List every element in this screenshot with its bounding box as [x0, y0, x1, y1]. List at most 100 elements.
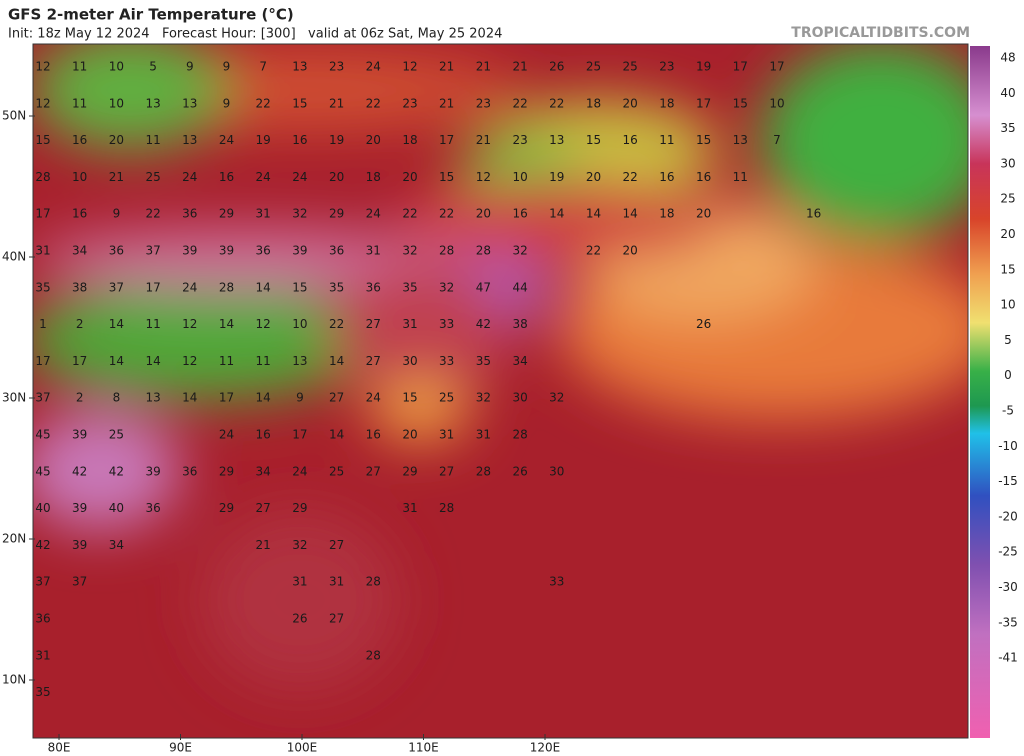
temperature-label: 13: [145, 96, 160, 110]
temperature-label: 15: [402, 391, 417, 405]
temperature-label: 20: [476, 207, 491, 221]
temperature-label: 12: [476, 170, 491, 184]
title: GFS 2-meter Air Temperature (°C): [8, 6, 294, 24]
temperature-label: 27: [366, 464, 381, 478]
temperature-label: 14: [109, 354, 124, 368]
colorbar-label: 15: [1000, 262, 1015, 276]
temperature-label: 10: [109, 60, 124, 74]
temperature-label: 20: [109, 133, 124, 147]
temperature-label: 21: [439, 60, 454, 74]
temperature-label: 9: [186, 60, 194, 74]
temperature-label: 10: [512, 170, 527, 184]
temperature-label: 37: [145, 244, 160, 258]
temperature-label: 36: [182, 207, 197, 221]
temperature-label: 40: [35, 501, 50, 515]
temperature-label: 27: [366, 354, 381, 368]
temperature-label: 30: [549, 464, 564, 478]
temperature-label: 17: [696, 96, 711, 110]
temperature-label: 32: [402, 244, 417, 258]
temperature-label: 30: [402, 354, 417, 368]
temperature-label: 39: [182, 244, 197, 258]
temperature-label: 14: [329, 428, 344, 442]
temperature-label: 20: [329, 170, 344, 184]
colorbar-label: 10: [1000, 298, 1015, 312]
lat-label: 50N: [2, 109, 26, 123]
temperature-label: 28: [512, 428, 527, 442]
temperature-label: 2: [76, 317, 84, 331]
temperature-label: 1: [39, 317, 47, 331]
temperature-label: 28: [219, 280, 234, 294]
temperature-label: 15: [733, 96, 748, 110]
temperature-label: 36: [366, 280, 381, 294]
temperature-label: 22: [402, 207, 417, 221]
colorbar-label: 40: [1000, 86, 1015, 100]
site-name: TROPICALTIDBITS.COM: [791, 25, 970, 41]
temperature-label: 39: [219, 244, 234, 258]
temperature-label: 27: [366, 317, 381, 331]
temperature-field: [33, 44, 968, 738]
temperature-label: 13: [182, 133, 197, 147]
temperature-label: 23: [512, 133, 527, 147]
temperature-label: 29: [219, 501, 234, 515]
temperature-label: 15: [292, 280, 307, 294]
temperature-label: 36: [182, 464, 197, 478]
temperature-label: 12: [35, 96, 50, 110]
run-info: Init: 18z May 12 2024 Forecast Hour: [30…: [8, 27, 502, 42]
temperature-label: 14: [586, 207, 601, 221]
temperature-label: 32: [476, 391, 491, 405]
colorbar-label: 0: [1004, 368, 1012, 382]
temperature-label: 31: [366, 244, 381, 258]
temperature-label: 34: [256, 464, 271, 478]
temperature-label: 11: [256, 354, 271, 368]
temperature-label: 29: [219, 207, 234, 221]
temperature-label: 11: [659, 133, 674, 147]
temperature-label: 20: [623, 244, 638, 258]
lat-label: 40N: [2, 250, 26, 264]
temperature-label: 18: [586, 96, 601, 110]
temperature-label: 22: [329, 317, 344, 331]
temperature-label: 21: [512, 60, 527, 74]
temperature-label: 17: [72, 354, 87, 368]
temperature-label: 23: [402, 96, 417, 110]
temperature-label: 13: [549, 133, 564, 147]
lon-label: 90E: [169, 741, 192, 755]
colorbar-label: -5: [1002, 404, 1014, 418]
temperature-label: 26: [292, 612, 307, 626]
temperature-label: 20: [696, 207, 711, 221]
temperature-label: 37: [35, 391, 50, 405]
temperature-label: 29: [219, 464, 234, 478]
temperature-label: 13: [292, 60, 307, 74]
temperature-label: 28: [35, 170, 50, 184]
temperature-label: 5: [149, 60, 157, 74]
temperature-label: 42: [72, 464, 87, 478]
temperature-label: 21: [109, 170, 124, 184]
temperature-label: 25: [145, 170, 160, 184]
temperature-label: 8: [113, 391, 121, 405]
temperature-label: 22: [549, 96, 564, 110]
temperature-label: 15: [696, 133, 711, 147]
temperature-label: 12: [256, 317, 271, 331]
temperature-label: 21: [476, 60, 491, 74]
temperature-label: 15: [292, 96, 307, 110]
temperature-label: 40: [109, 501, 124, 515]
temperature-label: 23: [329, 60, 344, 74]
temperature-label: 17: [292, 428, 307, 442]
temperature-label: 34: [109, 538, 124, 552]
temperature-label: 25: [109, 428, 124, 442]
temperature-label: 21: [476, 133, 491, 147]
temperature-label: 13: [292, 354, 307, 368]
temperature-label: 36: [109, 244, 124, 258]
temperature-label: 26: [696, 317, 711, 331]
temperature-label: 20: [623, 96, 638, 110]
colorbar-label: -20: [998, 509, 1018, 523]
temperature-label: 17: [35, 354, 50, 368]
temperature-label: 16: [256, 428, 271, 442]
temperature-label: 13: [182, 96, 197, 110]
temperature-label: 34: [72, 244, 87, 258]
temperature-label: 12: [182, 354, 197, 368]
temperature-label: 9: [113, 207, 121, 221]
lon-label: 80E: [48, 741, 71, 755]
temperature-label: 31: [476, 428, 491, 442]
temperature-label: 32: [292, 207, 307, 221]
